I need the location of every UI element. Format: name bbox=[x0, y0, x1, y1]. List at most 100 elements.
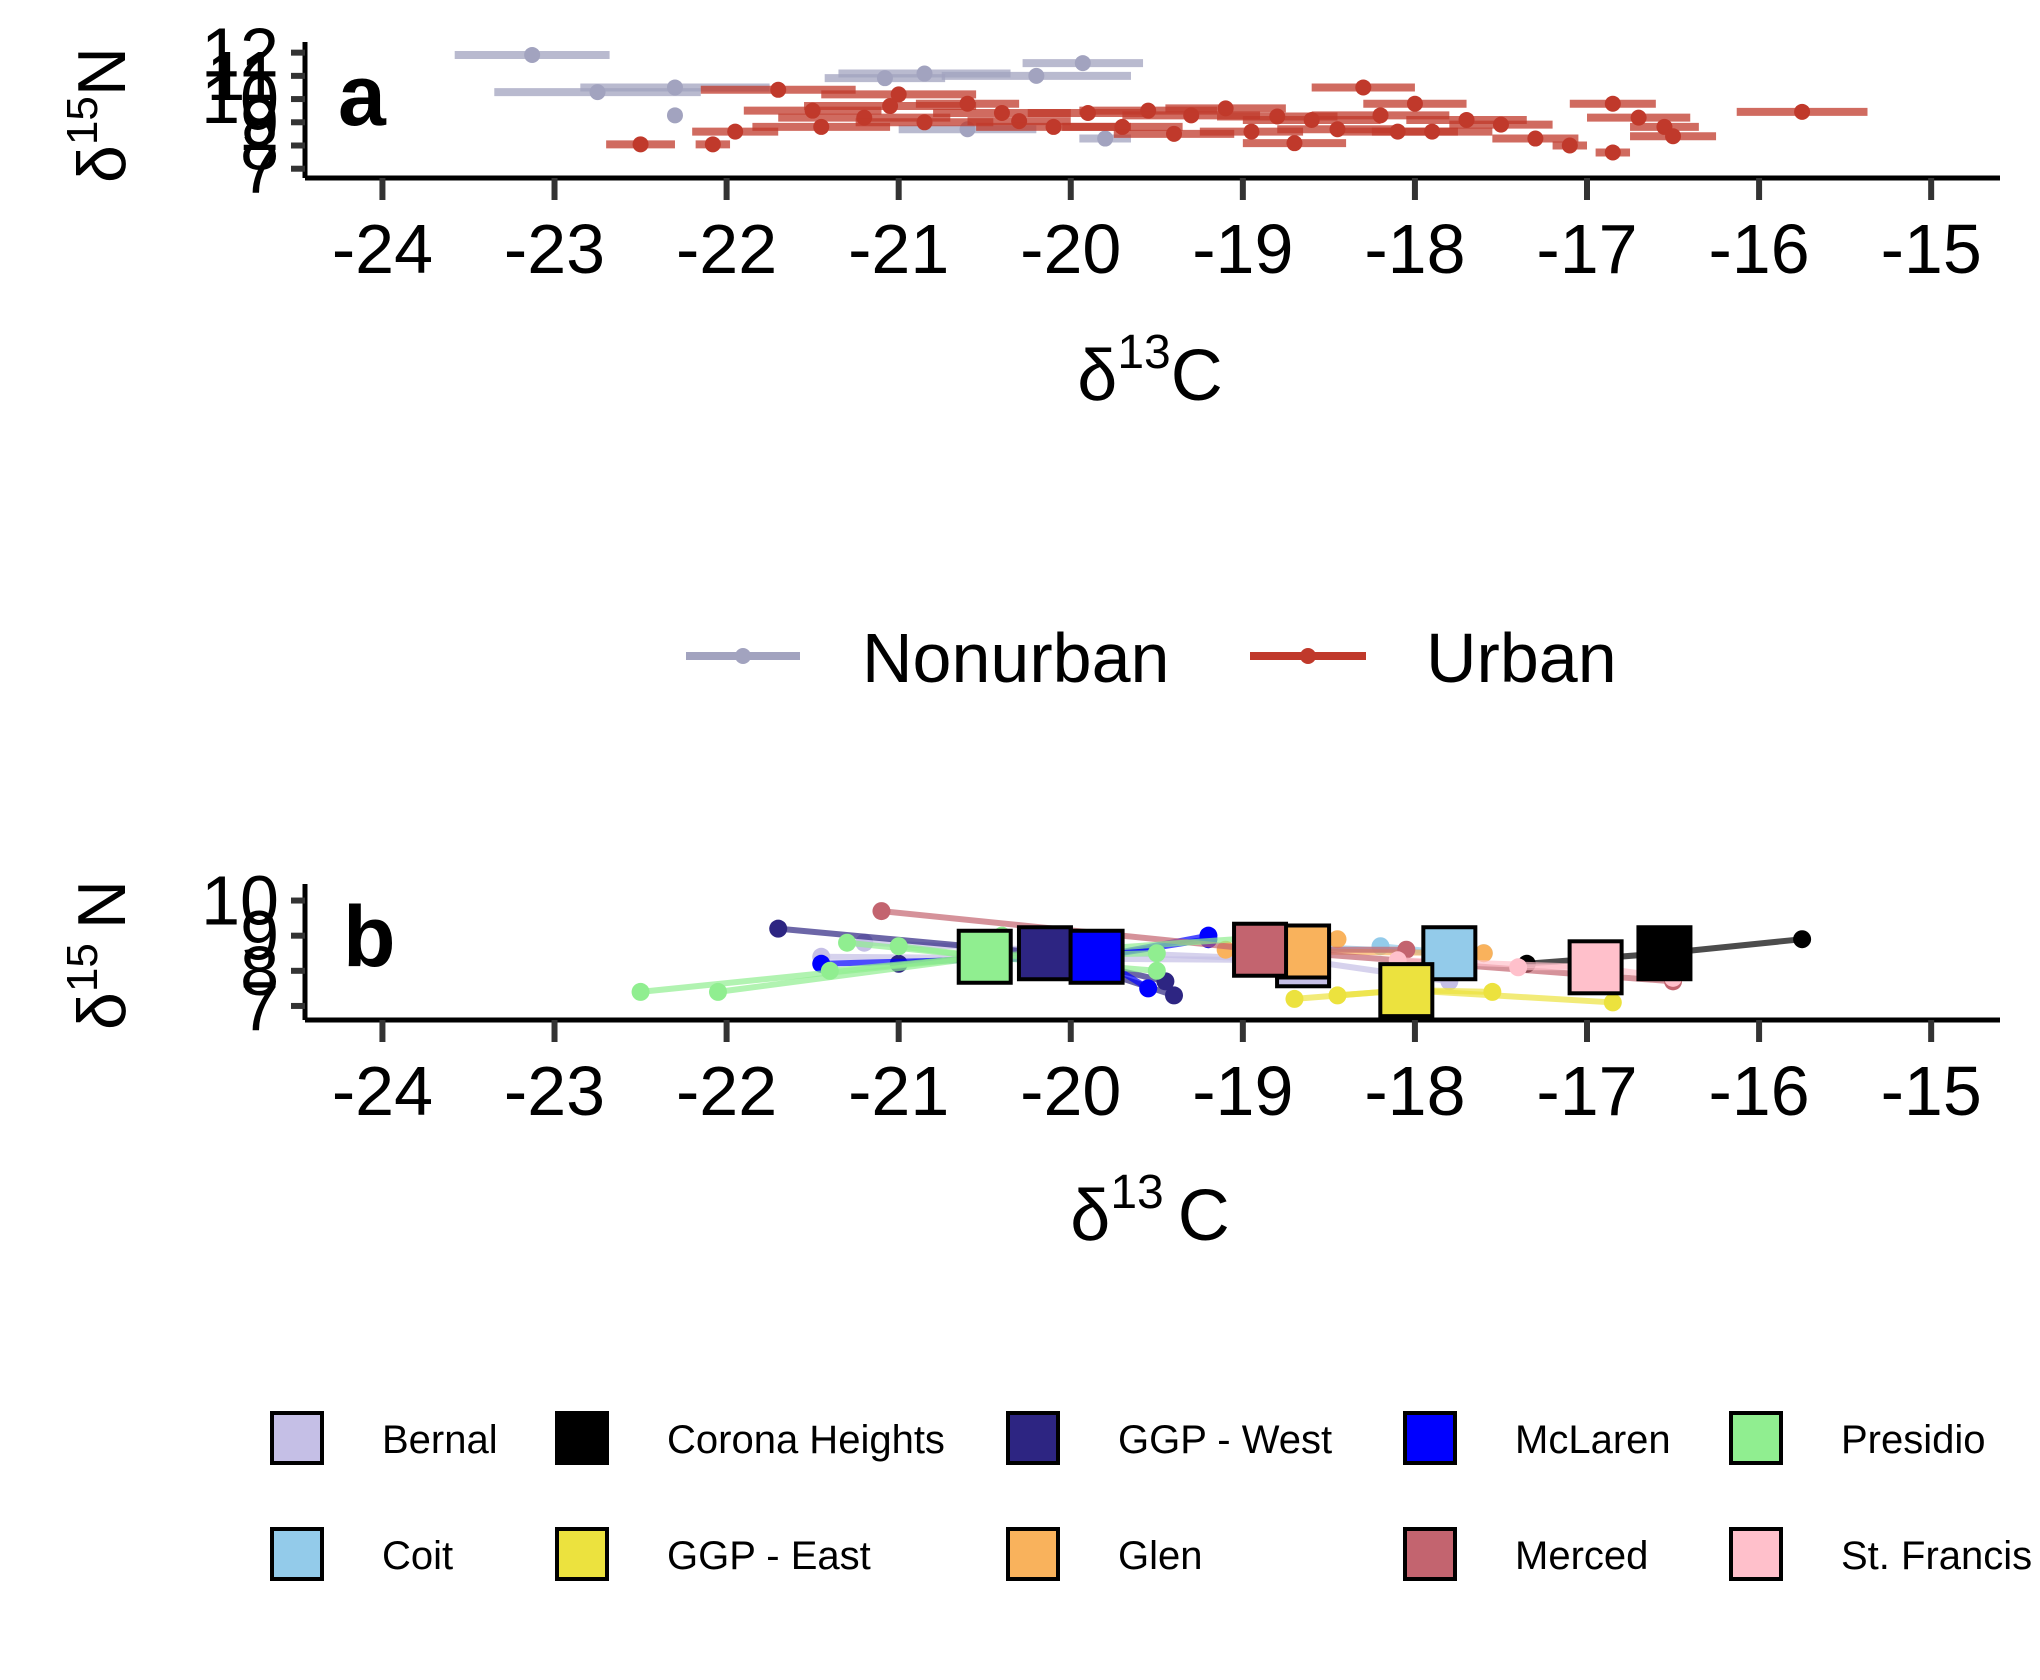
panel-b-glen-point bbox=[1328, 930, 1347, 949]
panel-b-series bbox=[631, 902, 1812, 1019]
panel-b-x-tick-label: -21 bbox=[848, 1052, 949, 1130]
panel-a-x-tick-label: -22 bbox=[676, 210, 777, 288]
panel-a-y-axis-title: δ15N bbox=[58, 47, 140, 183]
panel-b-presidio-point bbox=[1147, 944, 1166, 963]
panel-a-y-tick-label: 10 bbox=[201, 60, 279, 138]
panel-b-x-title-main: δ bbox=[1070, 1176, 1110, 1256]
panel-a-urban-point bbox=[1630, 109, 1647, 126]
legend-urban-label: Urban bbox=[1426, 619, 1617, 697]
legend-presidio-swatch bbox=[1729, 1411, 1783, 1465]
panel-a-urban-point bbox=[916, 114, 933, 131]
panel-b-st-francis-point bbox=[1509, 958, 1528, 977]
panel-b-st-francis-centroid bbox=[1567, 939, 1624, 996]
legend-coit-swatch bbox=[270, 1527, 324, 1581]
panel-a-x-tick-label: -23 bbox=[504, 210, 605, 288]
panel-b-presidio-point bbox=[889, 937, 908, 956]
panel-b-y-title-main: δ bbox=[64, 992, 140, 1030]
panel-b-ggp-east-point bbox=[1328, 986, 1347, 1005]
panel-a-urban-point bbox=[770, 81, 787, 98]
panel-a-y-title-sup: 15 bbox=[58, 96, 107, 145]
panel-a-urban-point bbox=[1794, 103, 1811, 120]
panel-b-merced-centroid bbox=[1232, 921, 1289, 978]
panel-b-presidio-point bbox=[708, 982, 727, 1001]
legend-presidio-label: Presidio bbox=[1841, 1418, 1986, 1462]
panel-b-merced-point bbox=[872, 902, 891, 921]
panel-a-urban-point bbox=[890, 86, 907, 103]
legend-bernal-swatch bbox=[270, 1411, 324, 1465]
legend-corona-heights-swatch bbox=[555, 1411, 609, 1465]
panel-a-x-title-tail: C bbox=[1171, 336, 1223, 416]
panel-a-urban-point bbox=[704, 136, 721, 153]
panel-b-y-axis-title: δ15 N bbox=[58, 880, 140, 1030]
panel-a-nonurban-point bbox=[916, 65, 933, 82]
panel-b-ggp-east-centroid bbox=[1378, 962, 1435, 1019]
panel-a-urban-point bbox=[882, 98, 899, 115]
panel-a-y-tick-label: 9 bbox=[240, 83, 279, 161]
panel-a-urban-point bbox=[1424, 123, 1441, 140]
panel-a-y-tick-label: 8 bbox=[240, 107, 279, 185]
panel-b-presidio-point bbox=[631, 982, 650, 1001]
panel-a-urban-point bbox=[1406, 95, 1423, 112]
legend-ggp-west-swatch bbox=[1006, 1411, 1060, 1465]
panel-a-x-tick-label: -21 bbox=[848, 210, 949, 288]
panel-a-nonurban-point bbox=[524, 46, 541, 63]
panel-a-urban-point bbox=[1372, 107, 1389, 124]
panel-b-ggp-west-centroid bbox=[1016, 925, 1073, 982]
panel-b-y-tick-label: 10 bbox=[201, 862, 279, 940]
panel-a-x-title-main: δ bbox=[1077, 336, 1117, 416]
legend-ggp-east-label: GGP - East bbox=[667, 1534, 871, 1578]
panel-b-x-tick-label: -18 bbox=[1364, 1052, 1465, 1130]
legend-bernal-label: Bernal bbox=[382, 1418, 498, 1462]
panel-a-urban-point bbox=[1561, 137, 1578, 154]
panel-b-mclaren-centroid bbox=[1068, 928, 1125, 985]
panel-a-x-tick-label: -15 bbox=[1881, 210, 1982, 288]
panel-a-y-tick-label: 11 bbox=[206, 37, 279, 115]
panel-b-ggp-west-point bbox=[769, 919, 788, 938]
legend-st-francis-label: St. Francis bbox=[1841, 1534, 2032, 1578]
panel-a-x-tick-label: -16 bbox=[1709, 210, 1810, 288]
panel-b-x-tick-label: -24 bbox=[332, 1052, 433, 1130]
panel-b-corona-heights-centroid bbox=[1636, 925, 1693, 982]
panel-b-x-tick-label: -20 bbox=[1020, 1052, 1121, 1130]
panel-a-x-tick-label: -17 bbox=[1536, 210, 1637, 288]
panel-b-mclaren-point bbox=[1139, 979, 1158, 998]
legend-nonurban-label: Nonurban bbox=[862, 619, 1169, 697]
panel-b-x-tick-label: -17 bbox=[1536, 1052, 1637, 1130]
panel-b-x-tick-label: -23 bbox=[504, 1052, 605, 1130]
panel-a-urban-point bbox=[1166, 125, 1183, 142]
panel-b-letter: b bbox=[343, 889, 396, 985]
panel-b-ggp-east-segment bbox=[1406, 987, 1613, 1006]
panel-a-y-tick-label: 7 bbox=[240, 130, 279, 208]
panel-b-presidio-point bbox=[1147, 961, 1166, 980]
panel-a-urban-point bbox=[1492, 116, 1509, 133]
panel-b-y-tick-label: 8 bbox=[240, 932, 279, 1010]
panel-a-x-title-sup: 13 bbox=[1117, 326, 1170, 379]
panel-b-y-tick-label: 9 bbox=[240, 897, 279, 975]
legend-glen-swatch bbox=[1006, 1527, 1060, 1581]
panel-a-urban-point bbox=[1355, 79, 1372, 96]
panel-b-y-tick-label: 7 bbox=[240, 967, 279, 1045]
panel-a-urban-point bbox=[1604, 144, 1621, 161]
panel-b-x-tick-label: -22 bbox=[676, 1052, 777, 1130]
legend-merced-swatch bbox=[1403, 1527, 1457, 1581]
panel-a-x-axis-title: δ13C bbox=[1077, 326, 1222, 416]
panel-a-urban-point bbox=[1243, 123, 1260, 140]
panel-b-x-tick-label: -15 bbox=[1881, 1052, 1982, 1130]
legend-st-francis-swatch bbox=[1729, 1527, 1783, 1581]
panel-a-y-tick-label: 12 bbox=[201, 14, 279, 92]
panel-b-x-tick-label: -16 bbox=[1709, 1052, 1810, 1130]
panel-a-urban-point bbox=[632, 136, 649, 153]
panel-a-y-title-tail: N bbox=[64, 47, 140, 96]
panel-b-presidio-point bbox=[838, 933, 857, 952]
panel-a-urban-point bbox=[1665, 128, 1682, 145]
panel-a-urban-point bbox=[1527, 130, 1544, 147]
legend-mclaren-swatch bbox=[1403, 1411, 1457, 1465]
panel-a-letter: a bbox=[338, 48, 387, 144]
panel-a-nonurban-point bbox=[666, 107, 683, 124]
panel-a-nonurban-point bbox=[666, 79, 683, 96]
panel-b-x-axis-title: δ13 C bbox=[1070, 1166, 1229, 1256]
panel-a-legend: Nonurban Urban bbox=[686, 619, 1617, 697]
